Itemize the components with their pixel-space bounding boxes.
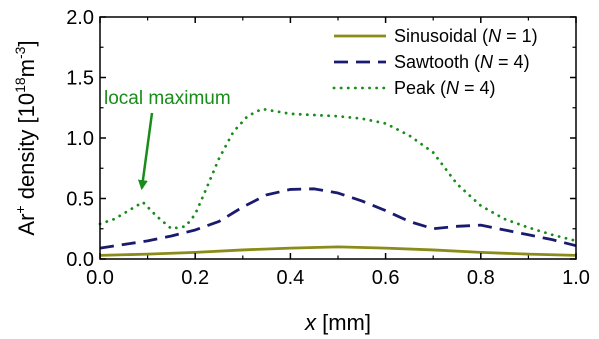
- x-axis-variable: x: [304, 310, 317, 335]
- series-line-sinusoidal: [99, 245, 577, 257]
- y-axis-exponent: 18: [12, 77, 28, 93]
- x-axis-unit: [mm]: [316, 310, 371, 335]
- y-axis-species: Ar: [14, 214, 39, 236]
- x-tick-label: 0.8: [467, 267, 495, 289]
- legend-label-sawtooth: Sawtooth (N = 4): [394, 52, 530, 72]
- legend-label-sinusoidal: Sinusoidal (N = 1): [394, 26, 538, 46]
- x-tick-label: 0.6: [372, 267, 400, 289]
- legend-label-peak: Peak (N = 4): [394, 78, 496, 98]
- series-line-peak: [98, 107, 578, 243]
- x-tick-label: 0.2: [181, 267, 209, 289]
- y-axis-title: Ar+ density [1018m-3]: [12, 40, 39, 235]
- y-tick-label: 1.5: [66, 68, 94, 90]
- legend: Sinusoidal (N = 1) Sawtooth (N = 4) Peak…: [332, 26, 538, 98]
- y-axis-charge: +: [12, 205, 28, 213]
- y-tick-label: 1.0: [66, 128, 94, 150]
- y-axis-unit: m: [14, 59, 39, 77]
- y-axis-unit-exponent: -3: [12, 46, 28, 59]
- y-axis-text: density [10: [14, 93, 39, 206]
- series-line-sawtooth: [99, 187, 577, 250]
- y-tick-label: 2.0: [66, 7, 94, 29]
- x-tick-label: 1.0: [562, 267, 590, 289]
- x-tick-label: 0.0: [86, 267, 114, 289]
- y-tick-label: 0.0: [66, 249, 94, 271]
- annotation-arrow: [137, 112, 154, 191]
- y-axis-close: ]: [14, 40, 39, 46]
- y-tick-label: 0.5: [66, 189, 94, 211]
- x-tick-label: 0.4: [276, 267, 304, 289]
- series-layer: [98, 107, 578, 257]
- x-axis-title: x [mm]: [304, 310, 371, 335]
- annotation-local-maximum: local maximum: [104, 88, 231, 109]
- tick-layer: 0.0 0.2 0.4 0.6 0.8 1.0 0.0 0.5 1.0 1.5 2.0: [66, 7, 590, 289]
